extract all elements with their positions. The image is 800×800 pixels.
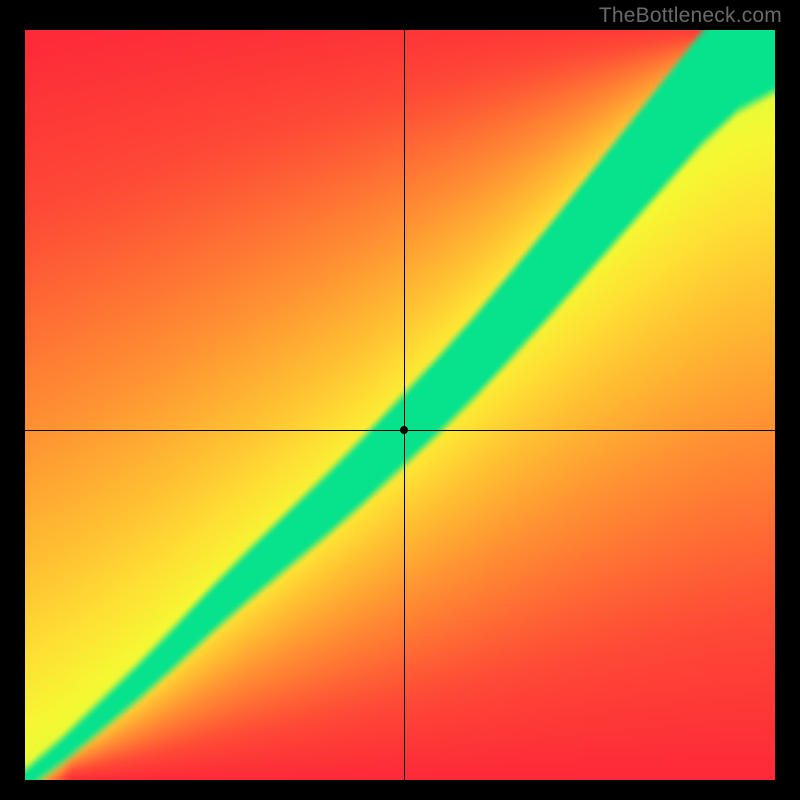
watermark-text: TheBottleneck.com <box>599 4 782 28</box>
bottleneck-heatmap <box>25 30 775 780</box>
root-container: { "watermark": { "text": "TheBottleneck.… <box>0 0 800 800</box>
